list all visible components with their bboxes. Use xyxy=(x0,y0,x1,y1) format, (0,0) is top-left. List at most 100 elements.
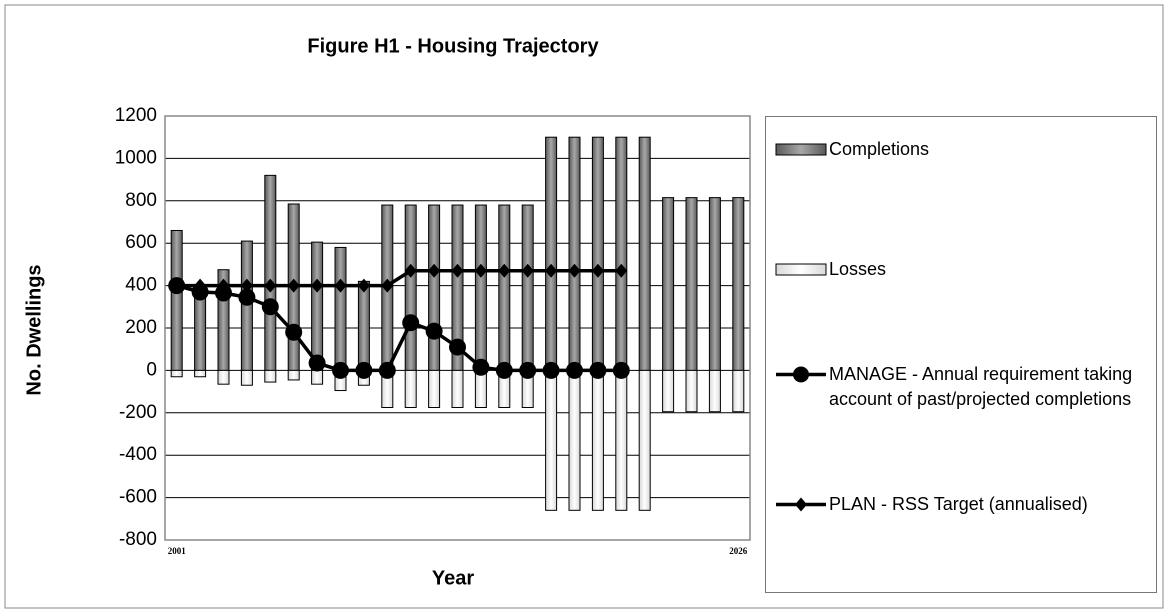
legend-swatch xyxy=(775,263,827,276)
marker xyxy=(519,361,537,379)
y-tick-label: 600 xyxy=(125,232,157,253)
legend-swatch xyxy=(776,366,826,383)
bar xyxy=(451,369,464,408)
marker xyxy=(425,322,443,340)
bar xyxy=(638,369,651,511)
bar xyxy=(264,174,277,371)
legend-swatch xyxy=(775,143,827,156)
bar xyxy=(591,136,604,371)
bar xyxy=(708,369,721,413)
bar xyxy=(311,369,324,385)
marker xyxy=(215,284,232,302)
bar xyxy=(474,204,487,371)
bar xyxy=(615,136,628,371)
marker xyxy=(542,361,560,379)
marker xyxy=(568,263,581,278)
legend-swatch-box xyxy=(775,263,827,276)
marker xyxy=(521,263,534,278)
bar xyxy=(545,369,558,511)
y-tick-label: -400 xyxy=(119,444,157,465)
bar xyxy=(685,197,698,371)
chart-title: Figure H1 - Housing Trajectory xyxy=(307,35,599,57)
marker xyxy=(334,278,347,293)
y-tick-label: 1200 xyxy=(115,105,157,126)
legend-swatch-box xyxy=(775,143,827,156)
bar xyxy=(217,369,230,385)
bar xyxy=(638,136,651,371)
bar xyxy=(264,369,277,383)
legend-item: Losses xyxy=(774,257,1139,282)
bar xyxy=(545,136,558,371)
bar xyxy=(474,369,487,408)
legend-item: PLAN - RSS Target (annualised) xyxy=(774,492,1139,517)
y-tick-label: 400 xyxy=(125,275,157,296)
bar xyxy=(428,204,441,371)
marker xyxy=(264,278,277,293)
marker xyxy=(308,354,326,372)
marker xyxy=(355,361,373,379)
y-tick-label: -200 xyxy=(119,402,157,423)
bar xyxy=(194,369,207,378)
bar xyxy=(568,369,581,511)
marker xyxy=(451,263,464,278)
legend-label: Losses xyxy=(829,259,887,279)
bar xyxy=(404,204,417,371)
bar xyxy=(311,241,324,371)
marker xyxy=(545,263,558,278)
y-tick-label: 800 xyxy=(125,190,157,211)
marker xyxy=(170,278,183,293)
bar xyxy=(334,246,347,371)
marker xyxy=(311,278,324,293)
bar xyxy=(428,369,441,408)
legend-swatch-marker xyxy=(795,497,807,512)
bar xyxy=(708,197,721,371)
marker xyxy=(261,298,279,316)
bar xyxy=(521,204,534,371)
marker xyxy=(287,278,300,293)
bar xyxy=(170,229,183,371)
bar xyxy=(732,369,745,413)
bar xyxy=(498,204,511,371)
bar xyxy=(404,369,417,408)
marker xyxy=(566,361,583,379)
x-axis-label: Year xyxy=(432,567,474,589)
legend-label: MANAGE - Annual requirement taking accou… xyxy=(829,364,1133,409)
y-tick-label: 0 xyxy=(146,359,157,380)
bar xyxy=(591,369,604,511)
legend-item: Completions xyxy=(774,137,1139,162)
marker xyxy=(428,263,441,278)
marker xyxy=(378,361,396,379)
marker xyxy=(404,263,417,278)
marker xyxy=(591,263,604,278)
marker xyxy=(474,263,487,278)
x-tick-label: 2026 xyxy=(729,546,748,556)
marker xyxy=(381,278,394,293)
bar xyxy=(615,369,628,511)
legend-swatch-marker xyxy=(793,366,809,383)
marker xyxy=(332,361,349,379)
bar xyxy=(170,369,183,378)
bar xyxy=(662,197,675,371)
legend-label: PLAN - RSS Target (annualised) xyxy=(829,494,1088,514)
marker xyxy=(615,263,628,278)
legend-label: Completions xyxy=(829,139,930,159)
plot-frame xyxy=(164,115,751,541)
marker xyxy=(472,358,490,376)
legend-swatch xyxy=(776,497,826,512)
marker xyxy=(495,361,513,379)
marker xyxy=(357,278,370,293)
marker xyxy=(194,278,207,293)
marker xyxy=(217,278,230,293)
marker xyxy=(238,288,256,306)
marker xyxy=(612,361,630,379)
y-axis-label: No. Dwellings xyxy=(23,264,45,395)
legend-item: MANAGE - Annual requirement taking accou… xyxy=(774,362,1139,412)
bar xyxy=(568,136,581,371)
y-tick-label: -600 xyxy=(119,487,157,508)
y-tick-label: 1000 xyxy=(115,147,157,168)
bar xyxy=(685,369,698,413)
marker xyxy=(285,323,303,341)
legend: Completions Losses MANAGE - Annual require… xyxy=(765,116,1157,593)
marker xyxy=(402,314,420,332)
